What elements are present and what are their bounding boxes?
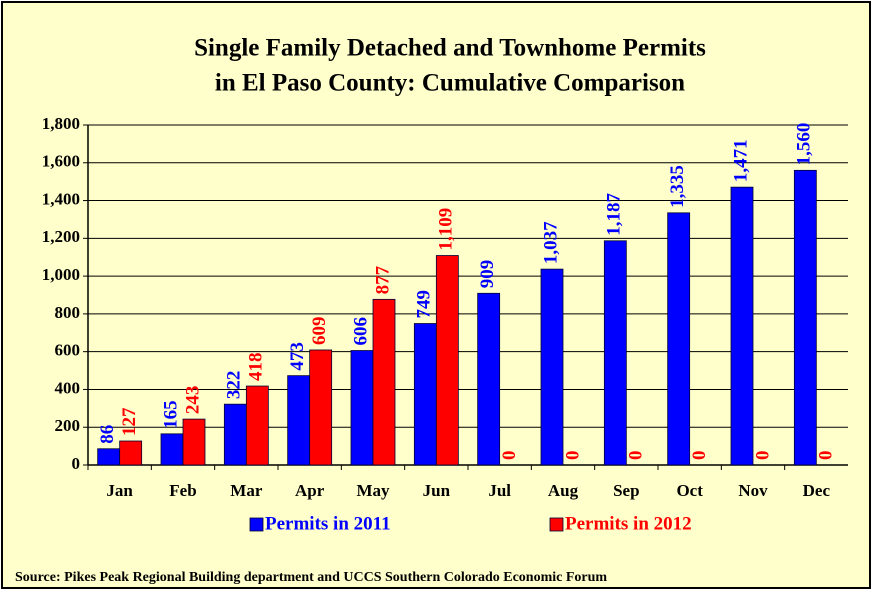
y-tick-label: 200 xyxy=(55,416,81,435)
x-tick-label: Mar xyxy=(230,481,263,500)
value-label: 0 xyxy=(562,451,583,461)
x-tick-label: Jun xyxy=(423,481,451,500)
x-tick-label: Sep xyxy=(613,481,639,500)
value-label: 1,109 xyxy=(436,208,457,251)
x-tick-label: Jul xyxy=(488,481,511,500)
value-label: 1,037 xyxy=(540,221,561,264)
value-label: 0 xyxy=(689,451,710,461)
legend-label: Permits in 2011 xyxy=(265,513,391,534)
x-tick-label: Jan xyxy=(106,481,133,500)
bar xyxy=(603,240,627,466)
bar xyxy=(477,292,501,466)
value-label: 127 xyxy=(119,407,140,436)
x-tick-label: Feb xyxy=(169,481,196,500)
bar xyxy=(667,212,691,466)
bar xyxy=(309,349,333,466)
bar xyxy=(540,268,564,466)
y-tick-label: 1,200 xyxy=(42,227,80,246)
value-label: 322 xyxy=(224,371,245,399)
x-tick-label: Oct xyxy=(676,481,703,500)
value-label: 606 xyxy=(350,317,371,346)
bar xyxy=(287,375,311,466)
bar xyxy=(97,448,121,466)
value-label: 86 xyxy=(97,425,118,444)
value-label: 1,335 xyxy=(667,165,688,208)
y-tick-label: 1,600 xyxy=(42,152,80,171)
y-tick-label: 1,400 xyxy=(42,189,80,208)
source: Source: Pikes Peak Regional Building dep… xyxy=(15,570,607,585)
x-tick-label: Apr xyxy=(295,481,325,500)
x-tick-label: Dec xyxy=(803,481,831,500)
bar xyxy=(119,440,143,466)
bar xyxy=(223,403,247,466)
x-tick-label: Aug xyxy=(548,481,579,500)
value-label: 749 xyxy=(414,290,435,319)
value-label: 243 xyxy=(182,386,203,415)
legend-swatch xyxy=(549,517,564,532)
x-tick-label: Nov xyxy=(738,481,768,500)
bar xyxy=(730,186,754,466)
bar xyxy=(245,385,269,466)
y-tick-label: 400 xyxy=(55,378,81,397)
chart-title: Single Family Detached and Townhome Perm… xyxy=(194,35,706,62)
value-label: 877 xyxy=(372,265,393,294)
value-label: 909 xyxy=(477,260,498,288)
y-tick-label: 1,000 xyxy=(42,265,80,284)
y-tick-label: 1,800 xyxy=(42,114,80,133)
value-label: 0 xyxy=(816,451,837,461)
value-label: 1,187 xyxy=(604,193,625,236)
bar xyxy=(413,323,437,466)
y-tick-label: 800 xyxy=(55,303,81,322)
value-label: 1,471 xyxy=(730,139,751,182)
bar xyxy=(160,433,184,466)
y-tick-label: 0 xyxy=(72,454,81,473)
value-label: 1,560 xyxy=(794,123,815,166)
legend-label: Permits in 2012 xyxy=(565,513,692,534)
chart-title: in El Paso County: Cumulative Comparison xyxy=(215,70,685,97)
y-tick-label: 600 xyxy=(55,341,81,360)
value-label: 609 xyxy=(309,316,330,345)
bar xyxy=(182,418,206,466)
bar xyxy=(350,350,374,466)
value-label: 473 xyxy=(287,342,308,371)
legend-swatch xyxy=(249,517,264,532)
bar xyxy=(372,298,396,466)
value-label: 165 xyxy=(160,400,181,429)
x-tick-label: May xyxy=(356,481,390,500)
bar xyxy=(435,255,459,466)
value-label: 0 xyxy=(752,451,773,461)
value-label: 0 xyxy=(626,451,647,461)
value-label: 0 xyxy=(499,451,520,460)
bar xyxy=(793,169,817,466)
value-label: 418 xyxy=(246,353,267,382)
